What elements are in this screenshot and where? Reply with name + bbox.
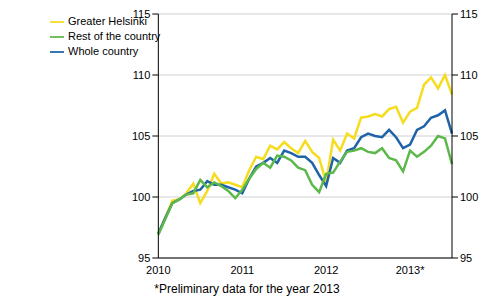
svg-text:110: 110 — [460, 69, 478, 81]
svg-text:105: 105 — [132, 130, 150, 142]
svg-text:95: 95 — [460, 252, 472, 264]
svg-text:105: 105 — [460, 130, 478, 142]
svg-text:100: 100 — [132, 191, 150, 203]
svg-text:2013*: 2013* — [396, 264, 425, 276]
svg-text:115: 115 — [133, 8, 151, 20]
svg-text:100: 100 — [460, 191, 478, 203]
svg-text:2011: 2011 — [230, 264, 254, 276]
svg-text:2010: 2010 — [146, 264, 170, 276]
svg-text:115: 115 — [460, 8, 478, 20]
svg-text:95: 95 — [138, 252, 150, 264]
svg-text:2012: 2012 — [314, 264, 338, 276]
svg-text:110: 110 — [133, 69, 151, 81]
